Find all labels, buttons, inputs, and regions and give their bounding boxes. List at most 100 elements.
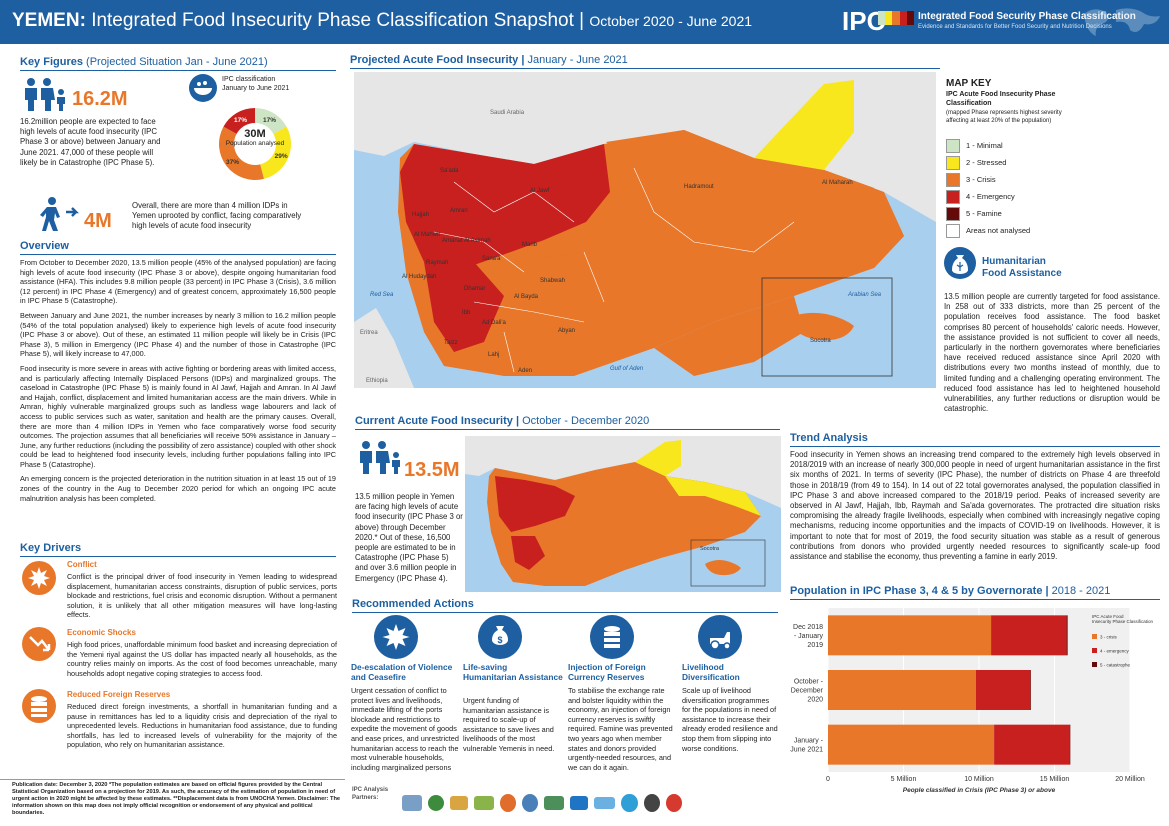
current-text: 13.5 million people in Yemen are facing …	[355, 492, 463, 583]
legend-label: 2 - Stressed	[966, 158, 1007, 167]
current-heading: Current Acute Food Insecurity | October …	[355, 415, 650, 427]
map-label: Ad Dali'a	[482, 320, 506, 326]
map-label: Aden	[518, 368, 533, 374]
tractor-icon	[698, 615, 742, 659]
map-label: Al Mahwit	[414, 232, 441, 238]
title-text: Integrated Food Insecurity Phase Classif…	[91, 10, 574, 31]
action-title: Life-saving Humanitarian Assistance	[463, 662, 563, 682]
map-label: Shabwah	[540, 278, 566, 284]
socotra-label: Socotra	[700, 546, 719, 552]
partner-logo	[521, 794, 539, 812]
idp-number: 4M	[84, 210, 112, 232]
trend-heading: Trend Analysis	[790, 432, 868, 444]
legend-item: Areas not analysed	[946, 222, 1086, 239]
partner-logo	[427, 795, 444, 811]
section-rule	[352, 612, 778, 613]
overview-body: From October to December 2020, 13.5 mill…	[20, 258, 336, 503]
map-label: Ibb	[462, 310, 471, 316]
world-map-icon	[1084, 8, 1160, 36]
driver-title: Reduced Foreign Reserves	[67, 690, 171, 699]
overview-paragraph: From October to December 2020, 13.5 mill…	[20, 258, 336, 306]
recommended-heading: Recommended Actions	[352, 598, 474, 610]
x-tick-label: 15 Million	[1040, 776, 1070, 783]
partner-logo	[569, 796, 588, 810]
partner-logo	[449, 796, 468, 810]
map-label: Eritrea	[360, 330, 378, 336]
current-number: 13.5M	[404, 459, 460, 481]
dove-peace-icon	[374, 615, 418, 659]
legend-swatch	[946, 138, 960, 153]
map-label: Socotra	[810, 338, 831, 344]
food-bowl-icon	[189, 74, 217, 102]
section-rule	[790, 446, 1160, 447]
partners-label: IPC Analysis Partners:	[352, 787, 389, 801]
action-text: Urgent cessation of conflict to protect …	[351, 686, 459, 772]
y-category-label: Dec 2018- January 2019	[793, 624, 823, 649]
legend-item: 4 - Emergency	[946, 188, 1086, 205]
map-label: Raymah	[426, 260, 449, 266]
driver-text: Reduced direct foreign investments, a sh…	[67, 702, 337, 750]
trend-text: Food insecurity in Yemen shows an increa…	[790, 450, 1160, 562]
trend-down-icon	[22, 627, 56, 661]
driver-title: Economic Shocks	[67, 628, 136, 637]
partner-logo	[593, 797, 616, 809]
people-number: 16.2M	[72, 88, 128, 110]
legend-item: 5 - Famine	[946, 205, 1086, 222]
current-map	[465, 436, 781, 592]
legend-label: 3 - crisis	[1100, 635, 1117, 640]
overview-heading: Overview	[20, 240, 69, 252]
donut-slice	[223, 108, 255, 134]
bar-segment	[828, 615, 992, 656]
bar-segment	[1030, 670, 1031, 710]
map-key-subheading: IPC Acute Food Insecurity Phase Classifi…	[946, 91, 1056, 107]
x-tick-label: 0	[826, 776, 830, 783]
section-rule	[20, 556, 336, 557]
key-figures-heading: Key Figures (Projected Situation Jan - J…	[20, 56, 268, 68]
map-label: Amanat Al Asimah	[442, 238, 491, 244]
donut-slice	[219, 126, 264, 180]
partner-logo	[402, 795, 422, 811]
hfa-title: Humanitarian Food Assistance	[982, 256, 1062, 279]
bar-chart: 0 5 Million 10 Million 15 Million 20 Million…	[790, 608, 1154, 794]
action-title: Injection of Foreign Currency Reserves	[568, 662, 646, 682]
legend-label: 4 - emergency	[1100, 649, 1130, 654]
section-rule	[790, 599, 1160, 600]
ipc-name: Integrated Food Security Phase Classific…	[918, 11, 1136, 22]
map-label: Red Sea	[370, 292, 394, 298]
bar-segment	[991, 615, 1067, 656]
legend-swatch	[946, 189, 960, 204]
donut-slice-label: 37%	[226, 159, 239, 166]
y-category-label: October -December 2020	[791, 679, 824, 704]
section-rule	[350, 68, 940, 69]
x-tick-label: 5 Million	[891, 776, 917, 783]
ipc-phase-bars-logo	[878, 11, 915, 25]
overview-paragraph: Between January and June 2021, the numbe…	[20, 310, 336, 359]
driver-text: Conflict is the principal driver of food…	[67, 572, 337, 620]
map-label: Hajjah	[412, 212, 430, 218]
bar-segment	[828, 670, 976, 710]
legend-label: 4 - Emergency	[966, 192, 1015, 201]
map-label: Hadramout	[684, 184, 714, 190]
legend-swatch	[946, 172, 960, 187]
idp-text: Overall, there are more than 4 million I…	[132, 201, 302, 231]
map-label: Al Bayda	[514, 294, 539, 300]
footer-rule	[0, 779, 345, 780]
map-label: Arabian Sea	[848, 292, 882, 298]
donut-caption: IPC classification January to June 2021	[222, 76, 290, 92]
map-place-labels: Saudi Arabia Al Jawf Hadramout Al Mahara…	[354, 72, 936, 388]
partner-logo	[643, 794, 660, 812]
explosion-icon	[22, 561, 56, 595]
map-key-heading: MAP KEY	[946, 78, 992, 89]
overview-paragraph: An emerging concern is the projected det…	[20, 474, 336, 503]
y-category-label: January -June 2021	[790, 738, 823, 754]
x-tick-label: 20 Million	[1115, 776, 1145, 783]
partner-logo	[499, 794, 516, 812]
donut-slice-label: 29%	[275, 153, 288, 160]
x-tick-label: 10 Million	[964, 776, 994, 783]
map-label: Al Hudaydah	[402, 274, 437, 280]
coin-stack-icon	[590, 615, 634, 659]
displaced-person-icon	[40, 197, 80, 231]
map-label: Taizz	[444, 340, 458, 346]
donut-slice-label: 17%	[263, 117, 276, 124]
donut-center-value: 30M	[244, 128, 266, 140]
